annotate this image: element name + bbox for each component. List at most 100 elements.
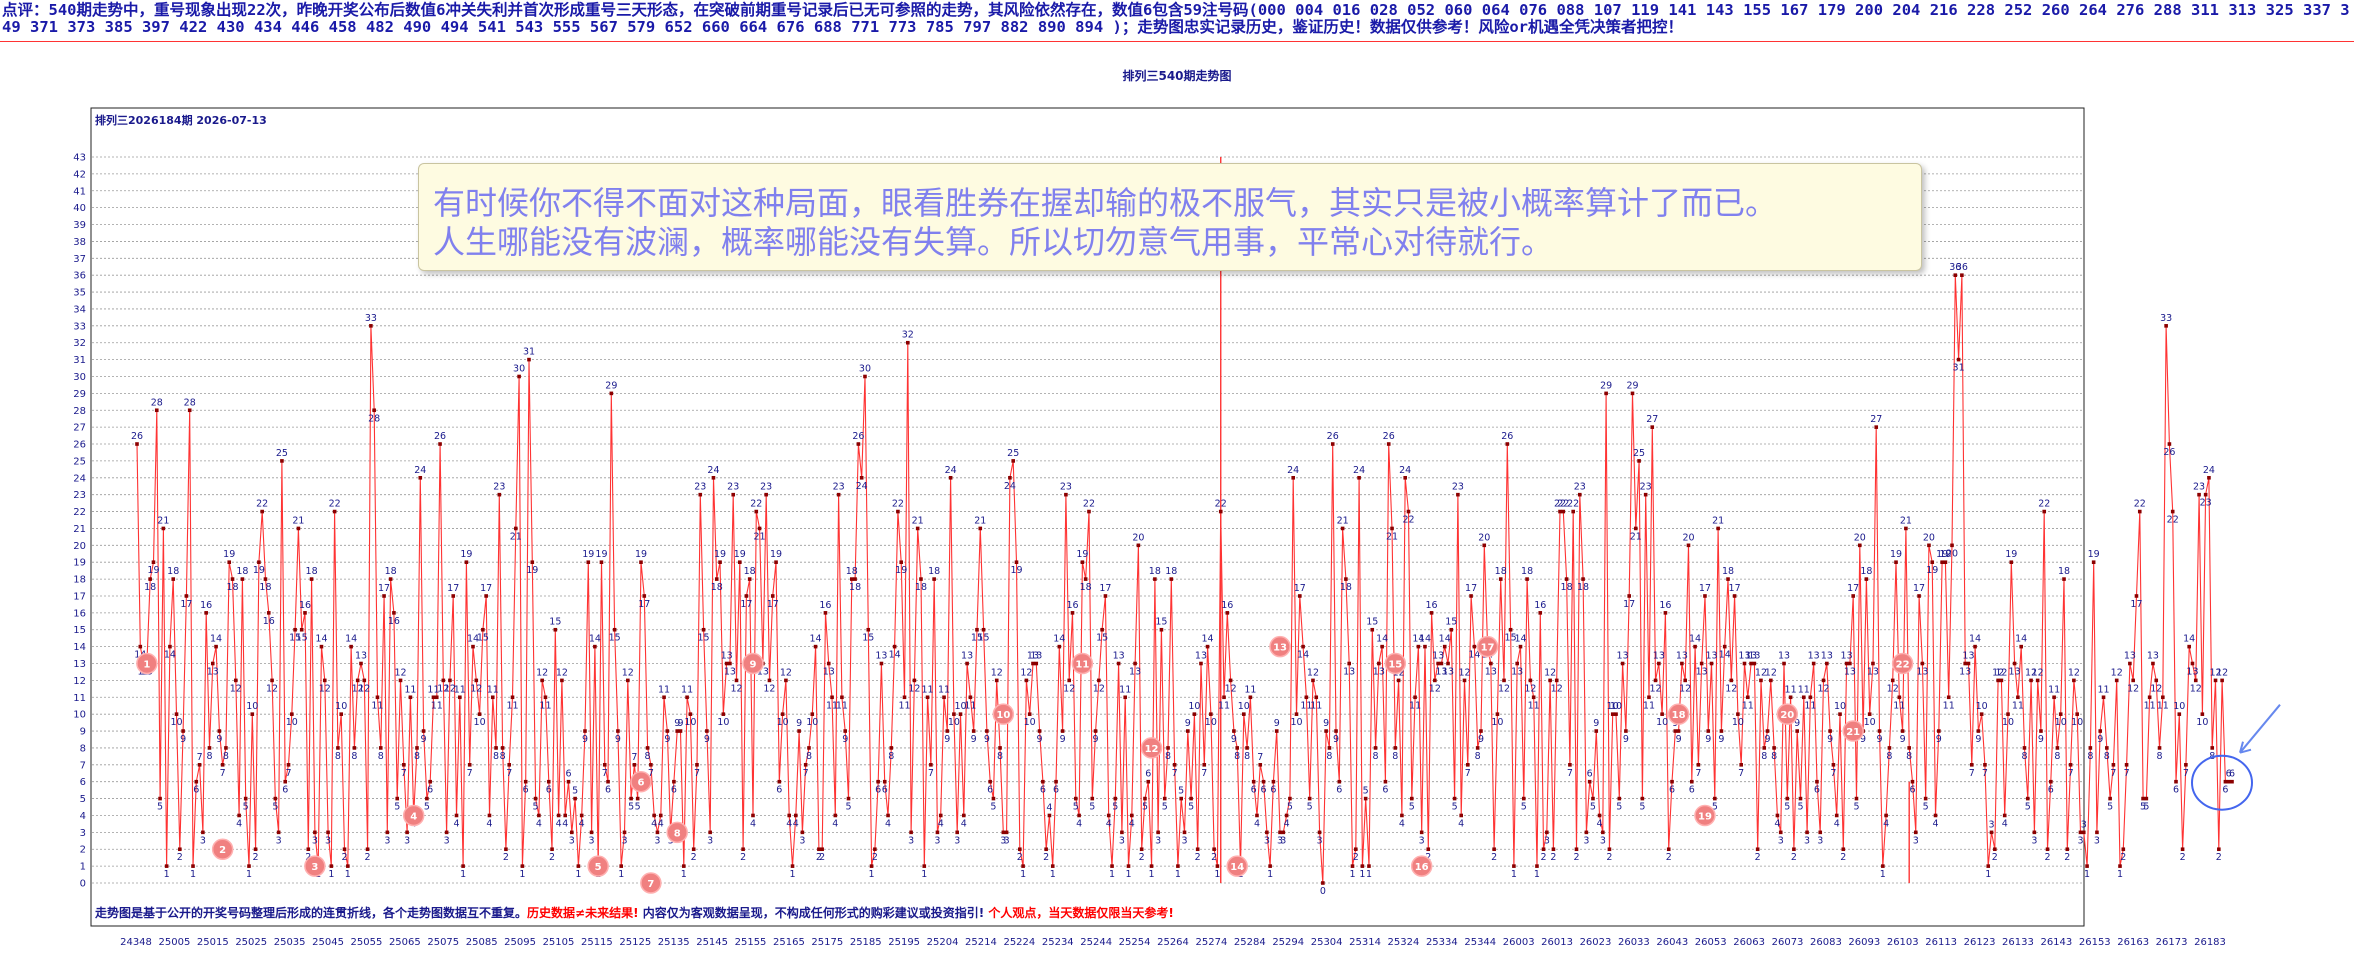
data-point [290,712,294,716]
data-point [1805,830,1809,835]
data-label: 30 [513,363,525,374]
data-label: 18 [1080,582,1092,593]
data-label: 13 [1343,667,1355,678]
data-label: 17 [1699,583,1711,594]
data-label: 23 [694,482,706,493]
data-label: 6 [776,785,782,796]
data-point [1571,509,1575,514]
data-point [635,796,640,801]
data-label: 16 [819,600,831,611]
data-label: 9 [796,718,802,729]
data-label: 14 [467,634,479,645]
data-point [744,594,749,598]
data-label: 9 [2097,734,2103,745]
data-label: 6 [671,785,677,796]
data-label: 12 [991,667,1003,678]
data-label: 7 [2068,768,2074,779]
data-point [504,847,508,852]
data-label: 31 [523,347,535,358]
data-label: 12 [1995,667,2007,678]
data-point [1479,729,1483,733]
data-point [372,408,376,413]
data-point [853,577,857,581]
data-point [434,695,439,700]
y-tick-labels: 0123456789101112131415161718192021222324… [73,153,86,890]
data-point [421,729,426,733]
data-label: 2 [1992,852,1998,863]
data-label: 33 [365,313,377,324]
data-label: 31 [1953,363,1965,374]
data-point [754,509,759,514]
data-point [1008,475,1012,480]
data-point [537,813,541,818]
data-label: 14 [2015,634,2027,645]
data-label: 10 [1491,717,1503,728]
data-point [2016,695,2020,700]
data-label: 20 [1946,548,1958,559]
data-label: 13 [1745,651,1757,662]
repeat-circle: 5 [587,855,609,877]
data-label: 6 [1040,785,1046,796]
data-point [398,678,403,683]
x-tick-label: 25065 [389,937,421,948]
data-point [1241,712,1246,716]
repeat-circle: 12 [1140,737,1163,759]
data-label: 19 [714,549,726,560]
data-point [1436,661,1440,666]
data-label: 12 [622,667,634,678]
data-label: 6 [1145,769,1151,780]
data-point [2210,746,2215,750]
data-label: 8 [2104,751,2110,762]
data-point [790,864,795,868]
x-tick-label: 25254 [1119,937,1151,948]
data-label: 13 [1916,667,1928,678]
data-point [1199,661,1203,666]
data-label: 2 [365,852,371,863]
data-label: 15 [971,633,983,644]
data-point [826,661,831,666]
data-label: 8 [500,751,506,762]
data-label: 11 [1785,684,1797,695]
data-label: 23 [1574,482,1586,493]
data-label: 5 [1142,802,1148,813]
data-label: 24 [2203,465,2215,476]
data-point [1090,796,1095,801]
data-point [1960,273,1964,277]
data-point [1838,712,1842,716]
data-point [1927,543,1931,548]
repeat-circle-shape [1776,703,1799,725]
data-label: 11 [2144,700,2156,711]
repeat-circle-label: 12 [1145,744,1159,755]
period-label: 排列三2026184期 2026-07-13 [95,113,267,127]
x-tick-label: 25015 [197,937,229,948]
data-label: 5 [272,802,278,813]
data-point [1512,864,1516,868]
data-label: 16 [1066,600,1078,611]
data-label: 4 [1834,818,1840,829]
data-point [362,678,367,683]
data-label: 19 [595,549,607,560]
data-point [1001,830,1006,835]
data-label: 24 [856,481,868,492]
data-label: 1 [1511,869,1517,880]
data-point [1976,729,1981,733]
repeat-circle-label: 13 [1273,643,1287,654]
y-tick-label: 43 [73,153,86,164]
data-point [1235,746,1240,750]
data-point [566,779,571,784]
data-point [843,729,848,733]
data-label: 7 [1969,768,1975,779]
data-label: 2 [1541,852,1547,863]
data-label: 3 [934,835,940,846]
data-point [645,746,650,750]
data-point [178,847,182,852]
data-label: 1 [1359,869,1365,880]
data-point [2154,678,2159,683]
y-tick-label: 17 [73,591,86,602]
data-label: 25 [1633,448,1645,459]
x-tick-label: 26123 [1964,937,1996,948]
data-label: 6 [1909,785,1915,796]
x-tick-label: 25195 [888,937,920,948]
data-label: 10 [335,701,347,712]
data-point [2091,560,2096,565]
